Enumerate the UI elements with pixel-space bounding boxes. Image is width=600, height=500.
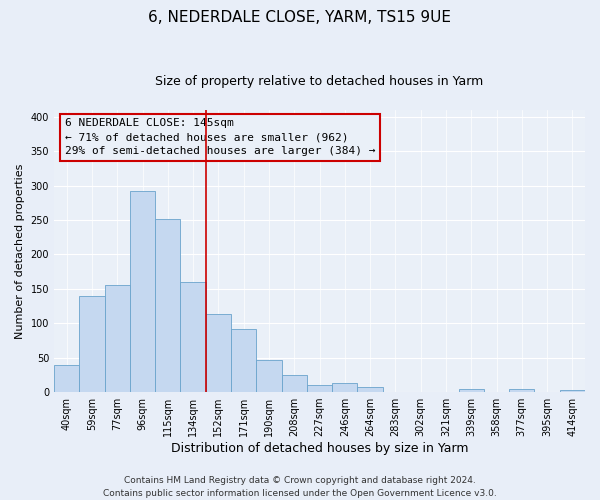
Text: Contains HM Land Registry data © Crown copyright and database right 2024.
Contai: Contains HM Land Registry data © Crown c… bbox=[103, 476, 497, 498]
Bar bbox=[358, 386, 383, 392]
Y-axis label: Number of detached properties: Number of detached properties bbox=[15, 164, 25, 338]
Text: 6, NEDERDALE CLOSE, YARM, TS15 9UE: 6, NEDERDALE CLOSE, YARM, TS15 9UE bbox=[149, 10, 452, 25]
X-axis label: Distribution of detached houses by size in Yarm: Distribution of detached houses by size … bbox=[171, 442, 468, 455]
Bar bbox=[104, 286, 130, 392]
Bar bbox=[79, 296, 104, 392]
Bar bbox=[130, 191, 155, 392]
Text: 6 NEDERDALE CLOSE: 145sqm
← 71% of detached houses are smaller (962)
29% of semi: 6 NEDERDALE CLOSE: 145sqm ← 71% of detac… bbox=[65, 118, 375, 156]
Bar bbox=[458, 388, 484, 392]
Bar bbox=[54, 364, 79, 392]
Bar bbox=[509, 388, 535, 392]
Bar bbox=[206, 314, 231, 392]
Title: Size of property relative to detached houses in Yarm: Size of property relative to detached ho… bbox=[155, 75, 484, 88]
Bar bbox=[231, 329, 256, 392]
Bar bbox=[181, 282, 206, 392]
Bar bbox=[307, 385, 332, 392]
Bar bbox=[332, 383, 358, 392]
Bar bbox=[560, 390, 585, 392]
Bar bbox=[155, 218, 181, 392]
Bar bbox=[281, 375, 307, 392]
Bar bbox=[256, 360, 281, 392]
